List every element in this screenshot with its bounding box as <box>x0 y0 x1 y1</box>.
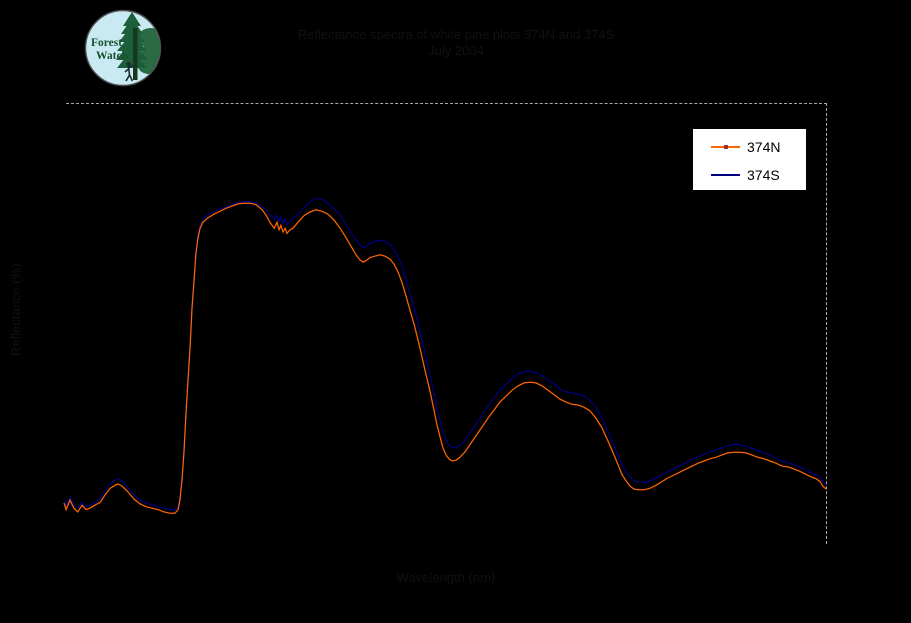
legend-item-374N: 374N <box>693 137 806 157</box>
legend-line-sample-374N <box>711 145 740 149</box>
forest-watch-logo: Forest Watch <box>84 9 162 87</box>
legend-label-374S: 374S <box>747 167 780 183</box>
series-line-374N <box>63 202 827 514</box>
x-axis-label: Wavelength (nm) <box>396 570 496 585</box>
chart-title-block: Reflectance spectra of white pine plots … <box>66 27 846 59</box>
logo-person-icon <box>124 61 134 82</box>
plot-border-right <box>826 103 827 544</box>
logo-tree-trunk <box>133 28 138 80</box>
legend-marker-374N <box>724 145 728 149</box>
logo-text-watch: Watch <box>96 50 129 62</box>
series-line-374S <box>63 197 827 511</box>
chart-title-line2: July 2004 <box>428 43 484 58</box>
legend-line-sample-374S <box>711 174 740 176</box>
legend-label-374N: 374N <box>747 139 781 155</box>
plot-border-top <box>66 103 827 104</box>
legend-item-374S: 374S <box>693 165 806 185</box>
logo-text-forest: Forest <box>91 37 122 49</box>
legend-box: 374N 374S <box>692 128 807 191</box>
chart-title-line1: Reflectance spectra of white pine plots … <box>297 27 615 42</box>
